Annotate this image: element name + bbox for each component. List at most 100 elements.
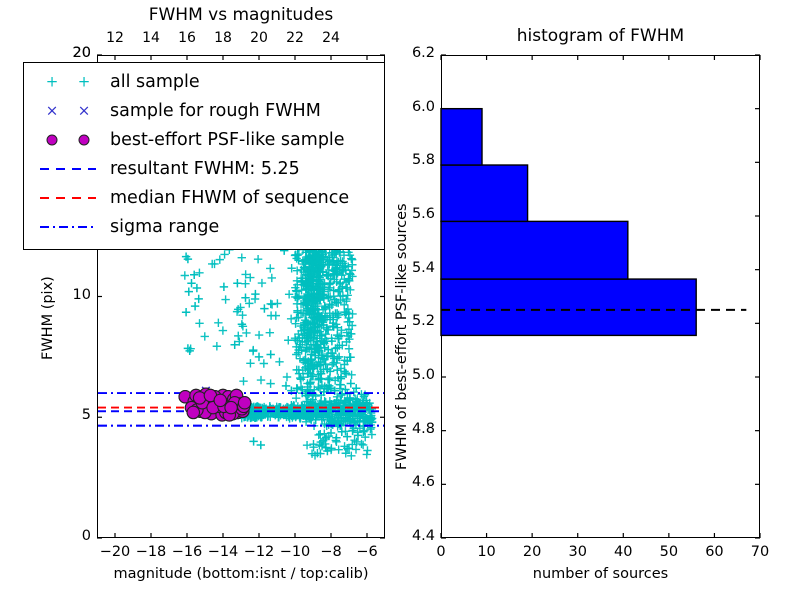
marker-plus [341,398,350,407]
marker-plus [361,398,371,407]
scatter-x-axis-label: magnitude (bottom:isnt / top:calib) [113,566,369,582]
legend-entry: best-effort PSF-like sample [32,127,345,153]
marker-plus [274,413,283,422]
marker-plus [292,384,301,393]
marker-plus [346,379,355,388]
marker-plus [363,446,372,455]
marker-plus [342,297,351,306]
marker-plus [348,309,357,319]
marker-plus [347,451,356,460]
scatter-x-tick-label: −8 [320,544,342,560]
marker-plus [314,382,323,392]
legend-marker-cross: × × [32,98,104,124]
legend-entry-label: median FHWM of sequence [110,188,350,208]
marker-plus [321,359,330,369]
marker-plus [344,325,354,334]
marker-plus [318,318,328,327]
marker-plus [253,254,263,264]
marker-plus [284,336,293,345]
marker-plus [300,337,310,347]
marker-plus [316,449,325,458]
marker-plus [304,253,313,263]
marker-plus [267,300,277,309]
marker-plus [235,337,244,346]
marker-plus [297,277,306,287]
legend-box: + + all sample × × sample for rough FWHM best-… [23,62,385,250]
marker-circle [224,400,238,415]
histogram-y-tick-label: 4.6 [411,474,435,491]
histogram-bar [440,278,697,337]
marker-plus [302,343,311,352]
marker-plus [321,330,330,339]
scatter-top-tick-label: 18 [214,30,232,46]
marker-plus [320,301,329,311]
marker-plus [298,372,308,382]
marker-plus [305,320,315,329]
marker-plus [271,405,280,415]
histogram-x-tick-label: 70 [750,544,770,560]
marker-plus [212,342,222,351]
marker-plus [337,427,346,436]
marker-plus [215,255,224,264]
marker-plus [294,329,303,339]
marker-plus [346,353,355,362]
dashdot-line-icon [40,226,96,228]
marker-plus [254,352,264,362]
marker-plus [317,441,327,451]
marker-plus [249,437,258,446]
legend-entry-label: best-effort PSF-like sample [110,130,345,150]
legend-entry-label: resultant FWHM: 5.25 [110,159,300,179]
legend-entry-label: sigma range [110,217,220,237]
marker-plus [301,411,310,421]
marker-plus [345,395,355,404]
marker-plus [314,404,323,413]
marker-plus [344,276,353,285]
histogram-bar [440,107,483,166]
marker-plus [316,369,326,378]
marker-plus [299,263,309,272]
scatter-top-tick-label: 12 [106,30,124,46]
marker-plus [237,253,246,262]
marker-plus [292,350,301,359]
scatter-top-tick-label: 20 [250,30,268,46]
histogram-y-tick-label: 5.6 [411,206,435,222]
marker-plus [345,269,354,278]
marker-plus [281,381,291,391]
histogram-y-tick-label: 5.8 [411,152,435,169]
marker-plus [285,414,294,423]
marker-plus [249,405,258,415]
marker-plus [284,290,294,299]
marker-plus [251,289,260,299]
marker-plus [291,286,301,295]
histogram-y-tick-label: 6.0 [411,98,435,115]
marker-plus [330,267,339,276]
legend-marker-circle [32,127,104,153]
marker-plus [316,294,325,304]
marker-plus [323,446,332,456]
marker-plus [302,333,311,343]
marker-plus [360,416,369,426]
marker-plus [305,328,314,337]
histogram-x-tick-label: 20 [522,544,542,560]
marker-plus [334,445,343,454]
histogram-y-tick-label: 4.8 [411,420,435,437]
histogram-x-axis-label: number of sources [532,566,669,582]
marker-plus [334,352,344,362]
scatter-top-tick-label: 14 [142,30,160,46]
marker-plus [233,305,243,314]
marker-plus [287,400,296,410]
marker-plus [181,307,191,317]
marker-plus [344,444,354,453]
marker-plus [314,272,323,282]
marker-plus [347,255,357,264]
marker-plus [302,441,312,450]
histogram-y-tick-label: 6.2 [411,45,435,61]
marker-plus [293,306,302,315]
marker-plus [352,397,361,406]
marker-plus [221,295,230,304]
marker-plus [265,402,274,411]
scatter-x-tick-label: −16 [171,544,203,560]
legend-entry: resultant FWHM: 5.25 [32,156,300,182]
